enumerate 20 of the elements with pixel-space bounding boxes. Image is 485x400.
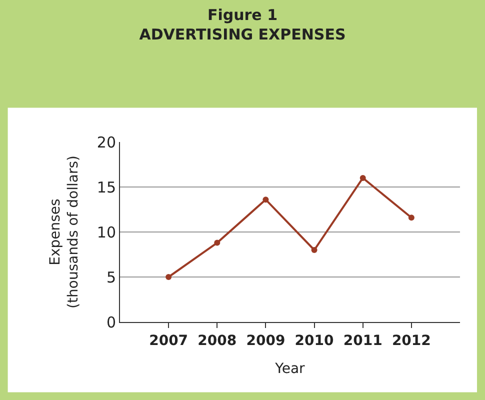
y-tick-label: 15 bbox=[96, 178, 116, 196]
point bbox=[262, 196, 269, 203]
y-tick-label: 0 bbox=[106, 313, 116, 332]
point bbox=[360, 175, 366, 181]
point bbox=[311, 247, 318, 253]
point bbox=[214, 240, 220, 246]
chart-title: Figure 1 ADVERTISING EXPENSES bbox=[139, 6, 346, 44]
x-tick-label: 2010 bbox=[294, 332, 334, 349]
x-tick-label: 2008 bbox=[198, 332, 237, 349]
y-tick-label: 5 bbox=[106, 268, 116, 286]
point bbox=[408, 214, 414, 221]
x-axis-title: Year bbox=[274, 361, 306, 378]
y-axis-title: Expenses (thousands of dollars) bbox=[47, 156, 82, 308]
x-tick-label: 2007 bbox=[149, 332, 188, 349]
y-tick-label: 20 bbox=[96, 133, 116, 152]
x-tick-label: 2009 bbox=[246, 332, 286, 349]
x-tick-label: 2012 bbox=[392, 332, 431, 349]
y-tick-label: 10 bbox=[96, 223, 116, 242]
point bbox=[166, 274, 172, 280]
x-tick-label: 2011 bbox=[343, 332, 382, 349]
